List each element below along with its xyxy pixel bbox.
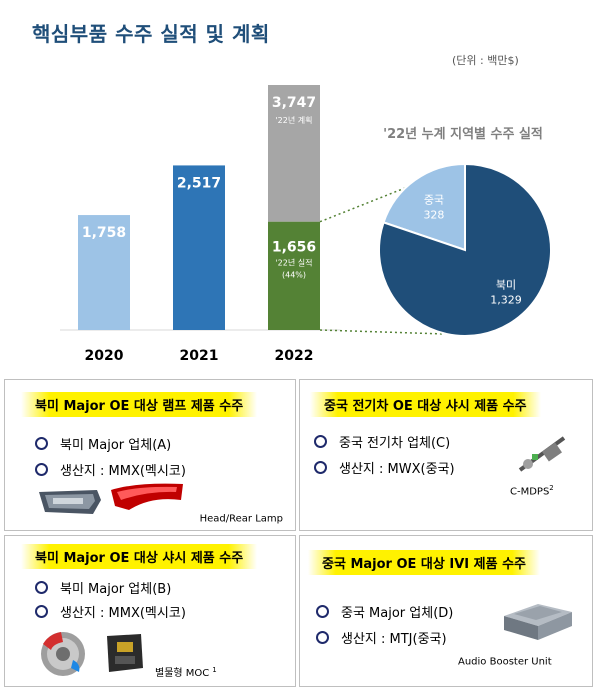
- caption-sup: 1: [212, 665, 217, 674]
- card-item: 북미 Major 업체(B): [35, 578, 171, 597]
- pie-slice-label: 중국: [424, 194, 444, 207]
- pie-slice-북미: [378, 162, 552, 337]
- card-item: 중국 전기차 업체(C): [314, 432, 450, 451]
- bar-2021: [173, 165, 225, 330]
- pie-slice-value: 328: [423, 209, 444, 222]
- bullet-icon: [35, 605, 48, 618]
- bar-value-label: 2,517: [177, 175, 221, 191]
- caption-sup: 2: [549, 484, 554, 492]
- card-ivi: 중국 Major OE 대상 IVI 제품 수주 중국 Major 업체(D) …: [299, 535, 593, 687]
- bullet-icon: [316, 631, 329, 644]
- pie-title: '22년 누계 지역별 수주 실적: [383, 126, 543, 142]
- pie-slice-value: 1,329: [490, 293, 522, 306]
- card-item: 생산지 : MTJ(중국): [316, 628, 447, 647]
- card-item-text: 북미 Major 업체(A): [60, 438, 172, 453]
- card-item-text: 중국 Major 업체(D): [341, 606, 454, 621]
- card-item-text: 생산지 : MMX(멕시코): [60, 464, 186, 479]
- page-title: 핵심부품 수주 실적 및 계획: [32, 22, 270, 46]
- audio-unit-image: [504, 604, 572, 640]
- bullet-icon: [316, 605, 329, 618]
- bullet-icon: [314, 435, 327, 448]
- bullet-icon: [35, 437, 48, 450]
- bar-2022-actual: [268, 221, 320, 330]
- card-moc: 북미 Major OE 대상 샤시 제품 수주 북미 Major 업체(B) 생…: [4, 535, 296, 687]
- bar-value-label: 1,656: [272, 240, 316, 256]
- card-title: 중국 전기차 OE 대상 샤시 제품 수주: [310, 392, 541, 417]
- card-item-text: 생산지 : MWX(중국): [339, 462, 455, 477]
- bar-series-label: '22년 실적: [275, 258, 312, 268]
- rear-lamp-image: [111, 483, 183, 510]
- bullet-icon: [35, 463, 48, 476]
- brake-disc-image: [41, 632, 85, 676]
- card-item-text: 북미 Major 업체(B): [60, 582, 172, 597]
- card-item: 북미 Major 업체(A): [35, 434, 171, 453]
- card-item: 생산지 : MMX(멕시코): [35, 602, 186, 621]
- card-item-text: 중국 전기차 업체(C): [339, 436, 451, 451]
- caption-text: Audio Booster Unit: [458, 656, 552, 668]
- bar-series-label: '22년 계획: [275, 115, 312, 125]
- pie-slice-label: 북미: [496, 278, 516, 291]
- card-cmdps: 중국 전기차 OE 대상 샤시 제품 수주 중국 전기차 업체(C) 생산지 :…: [299, 379, 593, 531]
- card-caption: 별물형 MOC 1: [155, 664, 217, 679]
- card-item-text: 생산지 : MMX(멕시코): [60, 606, 186, 621]
- card-caption: Audio Booster Unit: [458, 654, 552, 667]
- bar-2020: [78, 215, 130, 330]
- caption-text: 별물형 MOC: [155, 668, 210, 679]
- x-tick-label: 2020: [85, 348, 124, 364]
- unit-label: (단위 : 백만$): [452, 54, 519, 67]
- bar-pct-label: (44%): [282, 271, 306, 280]
- bar-value-label: 1,758: [82, 225, 126, 241]
- x-tick-label: 2022: [275, 348, 314, 364]
- caption-text: Head/Rear Lamp: [199, 513, 283, 524]
- caliper-image: [107, 634, 143, 672]
- x-tick-label: 2021: [180, 348, 219, 364]
- card-lamp: 북미 Major OE 대상 램프 제품 수주 북미 Major 업체(A) 생…: [4, 379, 296, 531]
- c-mdps-image: [518, 436, 566, 472]
- card-title: 북미 Major OE 대상 샤시 제품 수주: [21, 544, 258, 569]
- bullet-icon: [314, 461, 327, 474]
- bar-2022-plan: [268, 85, 320, 222]
- order-chart: 1,758 2,517 3,747 '22년 계획 1,656 '22년 실적 (44%) 2…: [60, 85, 552, 364]
- head-lamp-image: [39, 490, 101, 514]
- card-item: 생산지 : MWX(중국): [314, 458, 455, 477]
- connector-line: [319, 187, 406, 223]
- card-item-text: 생산지 : MTJ(중국): [341, 632, 447, 647]
- card-item: 생산지 : MMX(멕시코): [35, 460, 186, 479]
- caption-text: C-MDPS: [510, 486, 550, 498]
- card-caption: Head/Rear Lamp: [200, 511, 283, 524]
- connector-line: [319, 329, 446, 335]
- card-title: 북미 Major OE 대상 램프 제품 수주: [21, 392, 258, 417]
- bar-value-label: 3,747: [272, 95, 316, 111]
- card-caption: C-MDPS2: [510, 484, 554, 497]
- bullet-icon: [35, 581, 48, 594]
- card-item: 중국 Major 업체(D): [316, 602, 453, 621]
- card-title: 중국 Major OE 대상 IVI 제품 수주: [308, 550, 541, 575]
